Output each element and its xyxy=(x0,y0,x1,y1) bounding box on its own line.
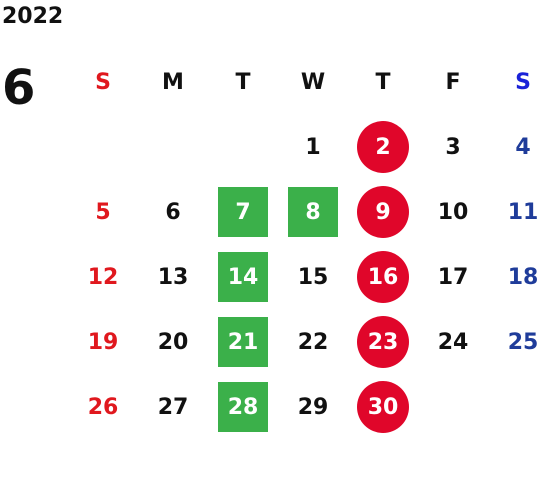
day-9[interactable]: 9 xyxy=(348,180,418,244)
day-number: 25 xyxy=(507,329,539,355)
day-number: 7 xyxy=(218,187,268,237)
day-number: 10 xyxy=(437,199,469,225)
day-1[interactable]: 1 xyxy=(278,115,348,179)
day-5[interactable]: 5 xyxy=(68,180,138,244)
day-12[interactable]: 12 xyxy=(68,245,138,309)
weekday-sun: S xyxy=(95,69,111,95)
day-11[interactable]: 11 xyxy=(488,180,548,244)
day-number: 26 xyxy=(87,394,119,420)
day-number: 17 xyxy=(437,264,469,290)
month-number: 6 xyxy=(2,60,36,116)
day-21[interactable]: 21 xyxy=(208,310,278,374)
day-number: 8 xyxy=(288,187,338,237)
day-27[interactable]: 27 xyxy=(138,375,208,439)
day-number: 22 xyxy=(297,329,329,355)
day-26[interactable]: 26 xyxy=(68,375,138,439)
day-number: 18 xyxy=(507,264,539,290)
day-28[interactable]: 28 xyxy=(208,375,278,439)
day-6[interactable]: 6 xyxy=(138,180,208,244)
day-25[interactable]: 25 xyxy=(488,310,548,374)
day-15[interactable]: 15 xyxy=(278,245,348,309)
day-number: 6 xyxy=(165,199,181,225)
day-number: 14 xyxy=(218,252,268,302)
day-13[interactable]: 13 xyxy=(138,245,208,309)
day-number: 28 xyxy=(218,382,268,432)
day-number: 11 xyxy=(507,199,539,225)
weekday-thu: T xyxy=(375,69,391,95)
day-8[interactable]: 8 xyxy=(278,180,348,244)
day-10[interactable]: 10 xyxy=(418,180,488,244)
day-number: 4 xyxy=(515,134,531,160)
day-14[interactable]: 14 xyxy=(208,245,278,309)
day-19[interactable]: 19 xyxy=(68,310,138,374)
day-number: 15 xyxy=(297,264,329,290)
day-number: 9 xyxy=(357,186,409,238)
year-label: 2022 xyxy=(2,4,64,29)
day-16[interactable]: 16 xyxy=(348,245,418,309)
day-number: 1 xyxy=(305,134,321,160)
day-3[interactable]: 3 xyxy=(418,115,488,179)
day-24[interactable]: 24 xyxy=(418,310,488,374)
day-2[interactable]: 2 xyxy=(348,115,418,179)
weekday-wed: W xyxy=(300,69,326,95)
day-number: 29 xyxy=(297,394,329,420)
day-7[interactable]: 7 xyxy=(208,180,278,244)
day-number: 5 xyxy=(95,199,111,225)
day-number: 20 xyxy=(157,329,189,355)
day-23[interactable]: 23 xyxy=(348,310,418,374)
day-number: 16 xyxy=(357,251,409,303)
day-4[interactable]: 4 xyxy=(488,115,548,179)
weekday-fri: F xyxy=(445,69,461,95)
day-20[interactable]: 20 xyxy=(138,310,208,374)
day-number: 3 xyxy=(445,134,461,160)
day-number: 30 xyxy=(357,381,409,433)
day-17[interactable]: 17 xyxy=(418,245,488,309)
day-number: 27 xyxy=(157,394,189,420)
day-number: 12 xyxy=(87,264,119,290)
weekday-tue: T xyxy=(235,69,251,95)
day-number: 24 xyxy=(437,329,469,355)
day-number: 23 xyxy=(357,316,409,368)
day-18[interactable]: 18 xyxy=(488,245,548,309)
day-22[interactable]: 22 xyxy=(278,310,348,374)
day-number: 19 xyxy=(87,329,119,355)
day-29[interactable]: 29 xyxy=(278,375,348,439)
weekday-sat: S xyxy=(515,69,531,95)
day-number: 21 xyxy=(218,317,268,367)
day-30[interactable]: 30 xyxy=(348,375,418,439)
day-number: 2 xyxy=(357,121,409,173)
day-number: 13 xyxy=(157,264,189,290)
weekday-mon: M xyxy=(162,69,184,95)
